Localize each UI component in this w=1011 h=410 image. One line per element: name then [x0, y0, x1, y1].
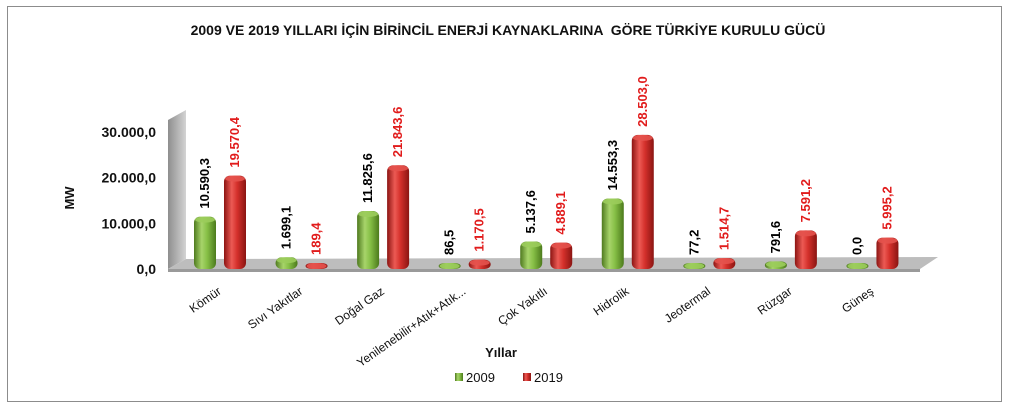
x-tick-label: Güneş	[839, 284, 876, 316]
bar-2019	[876, 237, 899, 269]
data-label-2009: 11.825,6	[360, 153, 375, 203]
bar-cap-2019	[306, 263, 327, 269]
legend-swatch-2009	[455, 373, 463, 381]
bar-2009	[357, 210, 380, 269]
x-tick-label: Sıvı Yakıtlar	[245, 284, 305, 332]
data-label-2019: 1.514,7	[716, 207, 731, 250]
bar-cap-2009	[602, 198, 623, 205]
chart-frame: 2009 VE 2019 YILLARI İÇİN BİRİNCİL ENERJ…	[7, 6, 1002, 402]
y-tick-label: 20.000,0	[102, 170, 157, 186]
bar-cap-2009	[358, 210, 379, 217]
legend-item-2019: 2019	[523, 370, 563, 385]
x-tick-label: Çok Yakıtlı	[495, 284, 550, 328]
x-axis-label: Yıllar	[485, 345, 517, 360]
bar-cap-2019	[795, 230, 816, 237]
bar-2019	[387, 165, 410, 269]
bar-2009	[194, 216, 216, 269]
data-label-2009: 10.590,3	[197, 158, 212, 209]
legend: 2009 2019	[455, 370, 563, 385]
x-tick-label: Hidrolik	[591, 283, 633, 318]
y-tick-label: 0,0	[137, 261, 157, 277]
bar-cap-2009	[195, 216, 215, 223]
y-tick-label: 10.000,0	[102, 215, 157, 231]
data-label-2009: 77,2	[686, 230, 701, 255]
bar-cap-2019	[632, 134, 653, 141]
data-label-2019: 28.503,0	[635, 76, 650, 127]
bar-cap-2019	[225, 175, 245, 182]
floor-edge	[168, 269, 920, 272]
data-label-2009: 5.137,6	[523, 190, 538, 233]
data-label-2019: 5.995,2	[879, 186, 894, 229]
data-label-2009: 86,5	[442, 230, 457, 255]
x-tick-label: Jeotermal	[662, 284, 713, 326]
bar-2019	[794, 230, 817, 269]
y-axis-label: MW	[62, 186, 77, 210]
data-label-2019: 1.170,5	[472, 208, 487, 251]
legend-swatch-2019	[523, 373, 531, 381]
x-tick-label: Doğal Gaz	[332, 284, 386, 328]
data-label-2019: 7.591,2	[798, 179, 813, 222]
legend-label-2019: 2019	[534, 370, 563, 385]
data-label-2009: 791,6	[768, 221, 783, 254]
legend-label-2009: 2009	[466, 370, 495, 385]
bar-2019	[224, 175, 246, 269]
data-label-2009: 14.553,3	[605, 140, 620, 191]
bar-cap-2009	[847, 263, 868, 269]
data-label-2019: 4.889,1	[553, 191, 568, 234]
bar-cap-2019	[469, 259, 490, 266]
data-label-2019: 21.843,6	[390, 107, 405, 158]
x-tick-label: Rüzgar	[755, 284, 795, 318]
bar-cap-2019	[714, 258, 735, 265]
bar-2009	[601, 198, 624, 269]
bar-cap-2009	[439, 263, 460, 269]
bar-cap-2009	[276, 257, 297, 264]
side-wall	[168, 110, 186, 269]
chart-title: 2009 VE 2019 YILLARI İÇİN BİRİNCİL ENERJ…	[191, 22, 826, 38]
data-label-2009: 1.699,1	[279, 206, 294, 249]
x-tick-label: Kömür	[187, 284, 224, 316]
chart-svg: 2009 VE 2019 YILLARI İÇİN BİRİNCİL ENERJ…	[62, 22, 938, 385]
data-label-2019: 189,4	[309, 222, 324, 255]
bar-cap-2019	[551, 242, 572, 249]
bar-cap-2009	[521, 241, 542, 248]
bar-2009	[520, 241, 543, 269]
bar-cap-2019	[877, 237, 898, 244]
bar-cap-2009	[765, 261, 786, 268]
y-tick-label: 30.000,0	[102, 124, 157, 140]
bar-2019	[550, 242, 573, 269]
bar-cap-2009	[684, 263, 705, 269]
legend-item-2009: 2009	[455, 370, 495, 385]
bar-cap-2019	[388, 165, 409, 172]
data-label-2009: 0,0	[849, 237, 864, 255]
bar-2019	[631, 134, 654, 269]
data-label-2019: 19.570,4	[227, 116, 242, 167]
